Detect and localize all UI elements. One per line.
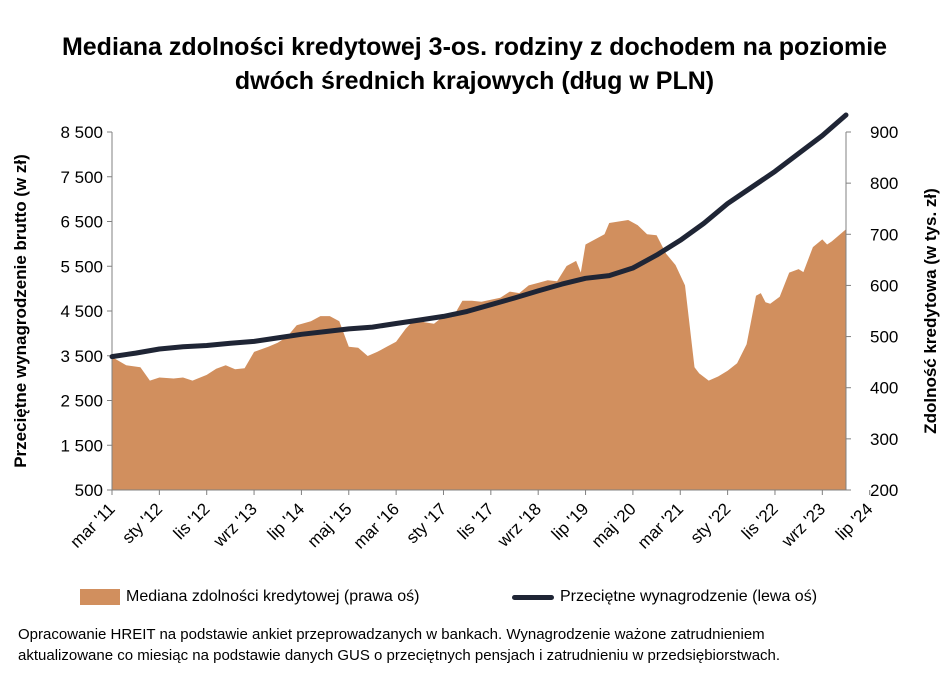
y-axis-right-title: Zdolność kredytowa (w tys. zł) [921, 188, 940, 434]
x-tick-label: mar '21 [634, 499, 687, 552]
legend-item-line: Przeciętne wynagrodzenie (lewa oś) [512, 588, 817, 606]
series-line-salary [109, 112, 849, 360]
y-tick-right-label: 300 [870, 430, 898, 449]
x-tick-label: lip '24 [832, 499, 876, 543]
footnote-line-2: aktualizowane co miesiąc na podstawie da… [18, 647, 781, 664]
legend-item-area: Mediana zdolności kredytowej (prawa oś) [80, 588, 419, 606]
x-tick-label: sty '12 [118, 499, 166, 547]
footnote-line-1: Opracowanie HREIT na podstawie ankiet pr… [18, 626, 765, 643]
y-tick-left-label: 5 500 [60, 257, 103, 276]
x-tick-label: lis '22 [738, 499, 782, 543]
x-tick-label: maj '20 [588, 499, 640, 551]
y-tick-right-label: 600 [870, 276, 898, 295]
x-tick-label: lip '19 [548, 499, 592, 543]
chart-canvas: 8 500 7 500 6 500 5 500 4 500 3 500 2 500 1 500… [11, 112, 940, 553]
x-tick-label: lis '17 [454, 499, 498, 543]
legend-label-line: Przeciętne wynagrodzenie (lewa oś) [560, 588, 818, 605]
x-tick-label: sty '22 [687, 499, 735, 547]
x-tick-label: sty '17 [403, 499, 451, 547]
chart-title-line-1: Mediana zdolności kredytowej 3-os. rodzi… [61, 33, 888, 61]
chart-footnote: Opracowanie HREIT na podstawie ankiet pr… [18, 624, 938, 666]
x-tick-label: wrz '23 [777, 499, 829, 551]
legend-label-area: Mediana zdolności kredytowej (prawa oś) [126, 588, 420, 605]
series-area-credit-capacity [112, 220, 846, 490]
y-tick-right-label: 700 [870, 225, 898, 244]
y-tick-right-label: 200 [870, 481, 898, 500]
x-tick-label: mar '16 [350, 499, 403, 552]
y-axis-left-title: Przeciętne wynagrodzenie brutto (w zł) [11, 154, 30, 468]
y-tick-right-label: 400 [870, 379, 898, 398]
y-tick-left-label: 2 500 [60, 392, 103, 411]
y-tick-right-label: 500 [870, 328, 898, 347]
x-tick-label: wrz '13 [209, 499, 261, 551]
chart-title-line-2: dwóch średnich krajowych (dług w PLN) [234, 67, 715, 95]
x-tick-label: lis '12 [170, 499, 214, 543]
legend-swatch-area [80, 589, 120, 605]
legend-swatch-line [512, 594, 554, 600]
y-tick-left-label: 4 500 [60, 302, 103, 321]
x-tick-label: mar '11 [67, 499, 119, 551]
chart-title: Mediana zdolności kredytowej 3-os. rodzi… [0, 30, 949, 98]
y-tick-left-label: 1 500 [60, 436, 103, 455]
y-tick-right-label: 900 [870, 123, 898, 142]
y-tick-right-label: 800 [870, 174, 898, 193]
chart-legend: Mediana zdolności kredytowej (prawa oś) … [0, 588, 949, 610]
y-tick-left-label: 8 500 [60, 123, 103, 142]
y-tick-left-label: 500 [75, 481, 103, 500]
x-tick-label: lip '14 [264, 499, 308, 543]
y-tick-left-label: 6 500 [60, 213, 103, 232]
y-tick-left-label: 7 500 [60, 168, 103, 187]
x-tick-label: wrz '18 [493, 499, 545, 551]
x-tick-label: maj '15 [304, 499, 356, 551]
y-tick-left-label: 3 500 [60, 347, 103, 366]
